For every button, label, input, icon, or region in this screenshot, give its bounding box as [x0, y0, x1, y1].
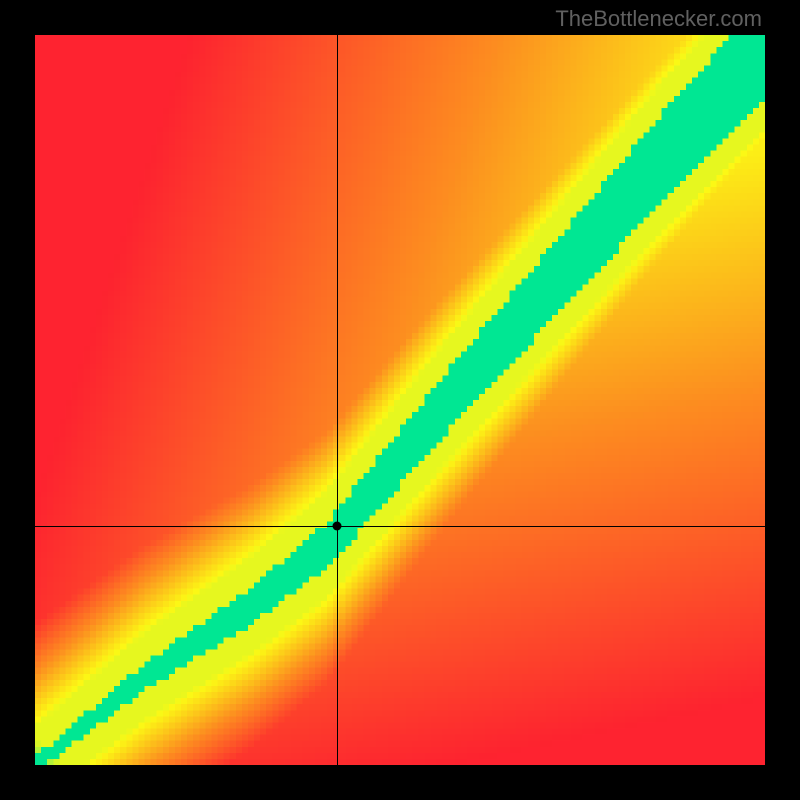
heatmap-canvas — [35, 35, 765, 765]
page-container: TheBottlenecker.com — [0, 0, 800, 800]
crosshair-vertical-line — [337, 35, 338, 765]
crosshair-marker-dot — [333, 522, 342, 531]
crosshair-horizontal-line — [35, 526, 765, 527]
heatmap-plot-area — [35, 35, 765, 765]
watermark-text: TheBottlenecker.com — [555, 6, 762, 32]
